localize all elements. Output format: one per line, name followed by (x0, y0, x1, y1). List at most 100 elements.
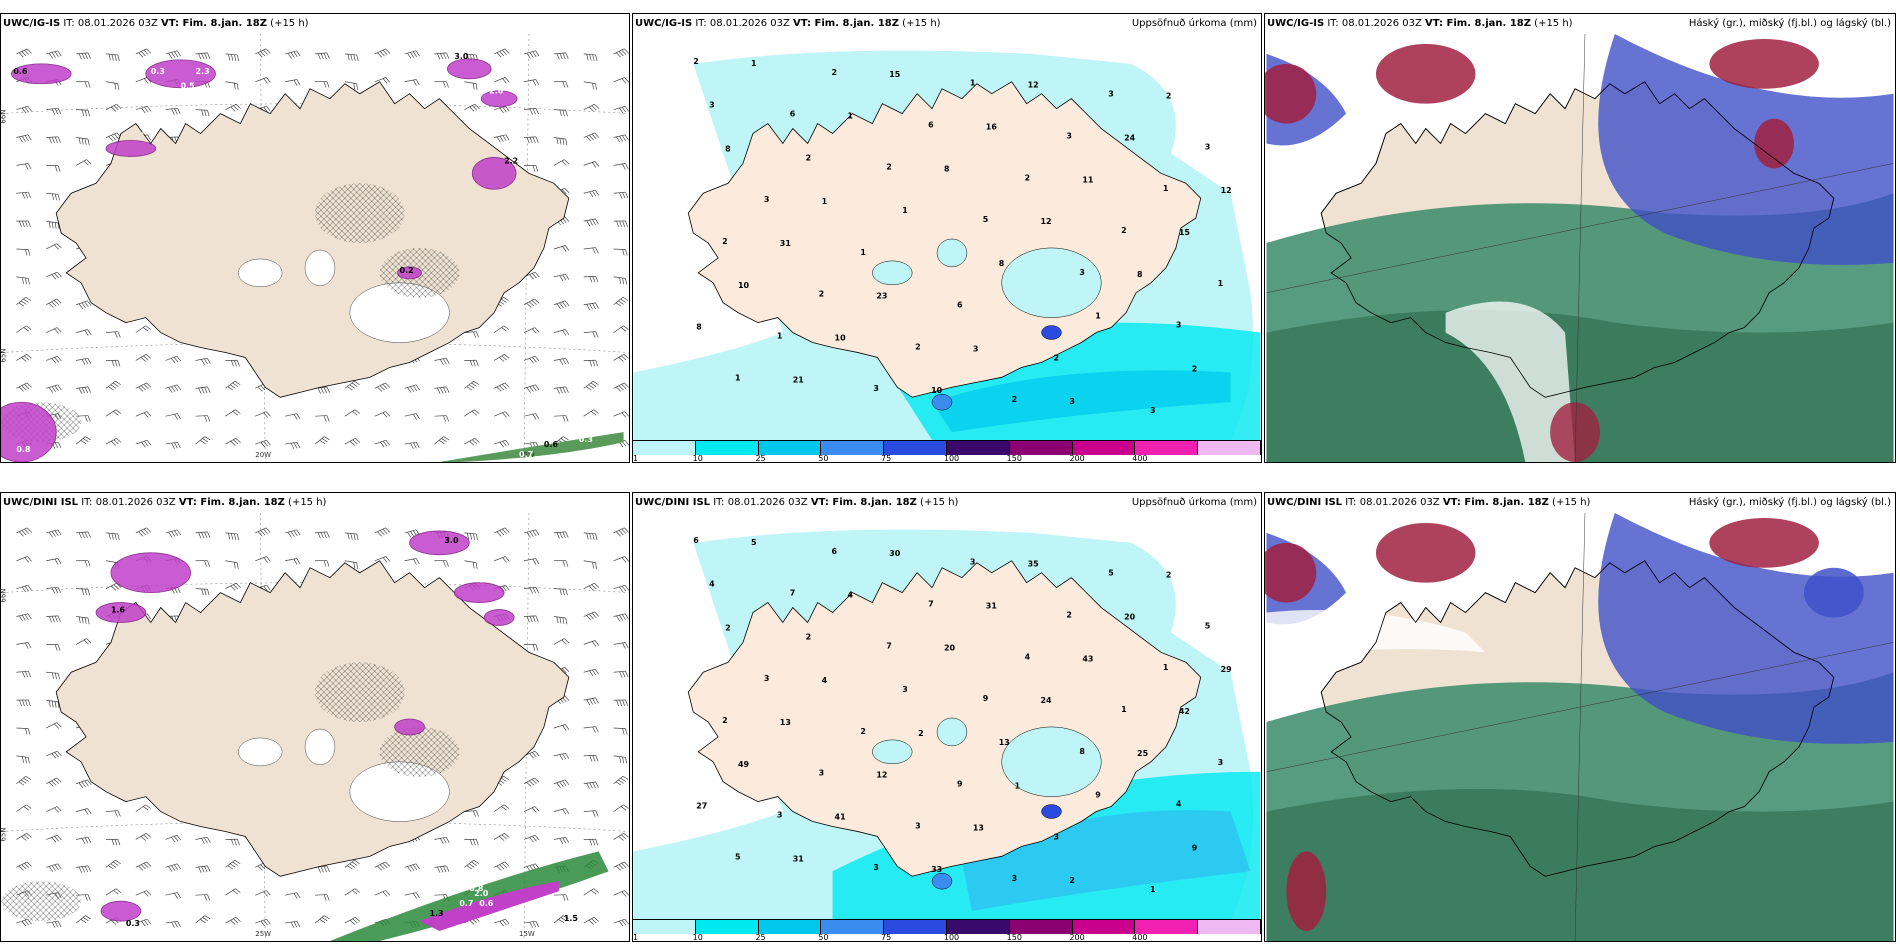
panel-wind-dini: UWC/DINI ISL IT: 08.01.2026 03Z VT: Fim.… (0, 492, 630, 942)
wind-barb (374, 527, 391, 537)
wind-barb (524, 644, 539, 651)
legend-swatch (695, 441, 759, 455)
precip-value-label: 3 (973, 344, 979, 353)
precip-value-label: 2 (1192, 364, 1198, 373)
wind-barb (613, 411, 629, 418)
wind-barb (255, 48, 271, 58)
precip-value-label: 5 (735, 852, 741, 861)
precip-value-label: 7 (928, 600, 934, 609)
wind-barb (434, 836, 450, 844)
wind-barb (46, 529, 62, 538)
wind-barb (613, 325, 629, 333)
precip-value-label: 31 (793, 854, 804, 863)
wind-barb (76, 300, 92, 309)
legend-tick: 100 (943, 454, 960, 463)
legend-tick: 10 (692, 933, 703, 942)
wind-barb (46, 384, 62, 393)
wind-barb (16, 134, 32, 143)
wind-barb (583, 726, 599, 733)
wind-barb (613, 775, 629, 786)
precip-value-label: 3 (709, 101, 715, 110)
wind-barb (195, 357, 211, 365)
wind-barb (46, 243, 62, 250)
wind-barb (105, 888, 122, 896)
wind-barb (46, 271, 62, 280)
wind-barb (613, 755, 628, 764)
legend-swatch (758, 441, 822, 455)
precip-value-label: 13 (780, 718, 791, 727)
wind-barb (583, 359, 599, 367)
wind-map: 66N 65N 20W 15W 3.0 2.6 2.3 2.2 1.0 0.8 0.6 0.5 0.3 0… (1, 34, 629, 462)
wind-barb (553, 588, 568, 596)
wind-barb (613, 77, 629, 84)
wind-barb (523, 806, 540, 813)
wind-barb (344, 53, 359, 62)
precip-value-label: 10 (738, 281, 750, 290)
wind-barb (613, 382, 629, 392)
wind-barb (46, 50, 62, 59)
wind-barb (494, 556, 510, 563)
wind-barb (613, 804, 629, 812)
precip-value-label: 7 (790, 589, 796, 598)
precip-value-label: 1 (860, 248, 866, 257)
wind-barb (344, 888, 361, 896)
wind-barb (165, 441, 181, 449)
wind-barb (613, 642, 629, 649)
wind-barb (553, 560, 569, 567)
wind-barb (613, 556, 629, 563)
wind-barb (165, 413, 181, 420)
wind-barb (225, 560, 239, 569)
precip-value-label: 3 (1205, 142, 1211, 151)
wind-barb (135, 918, 152, 927)
precip-value-label: 13 (999, 738, 1010, 747)
valid-time: VT: Fim. 8.jan. 18Z (793, 18, 899, 29)
wind-barb (225, 53, 240, 62)
precip-value-label: 49 (738, 760, 750, 769)
wind-barb (494, 439, 510, 448)
wind-barb (255, 918, 271, 927)
legend-swatch (633, 441, 696, 455)
precip-value-label: 3 (777, 811, 783, 820)
precip-value-label: 9 (983, 694, 989, 703)
wind-barb (434, 357, 450, 365)
precip-value-label: 2 (819, 290, 825, 299)
precip-value-label: 2.4 (191, 576, 206, 585)
wind-barb (493, 354, 510, 362)
wind-barb (46, 920, 62, 928)
wind-barb (225, 582, 241, 591)
wind-barb (165, 50, 181, 59)
precip-legend: 1 10 25 50 75 100 150 200 400 (633, 919, 1261, 941)
precip-value-label: 3 (1069, 397, 1075, 406)
precip-value-label: 2.2 (504, 156, 518, 165)
wind-barb (16, 804, 32, 812)
wind-barb (195, 915, 211, 924)
panel-header: UWC/IG-IS IT: 08.01.2026 03Z VT: Fim. 8.… (633, 14, 1261, 34)
wind-barb (344, 437, 361, 446)
model-name: UWC/IG-IS (635, 18, 693, 29)
precip-value-label: 2.8 (479, 576, 494, 585)
wind-barb (285, 79, 301, 86)
legend-tick: 50 (818, 454, 829, 463)
wind-barb (314, 81, 330, 88)
wind-barb (285, 892, 301, 899)
wind-barb (314, 436, 330, 445)
wind-barb (75, 915, 91, 924)
wind-barb (583, 640, 600, 647)
legend-tick: 400 (1132, 933, 1148, 942)
precip-value-label: 5 (983, 215, 989, 224)
iceland-land (687, 560, 1202, 877)
wind-barb (553, 329, 570, 336)
wind-barb (285, 529, 301, 538)
wind-barb (613, 248, 628, 256)
wind-barb (105, 437, 122, 446)
field-title: Uppsöfnuð úrkoma (mm) (1131, 18, 1257, 29)
wind-barb (494, 382, 510, 392)
precip-value-label: 2 (1121, 226, 1127, 235)
wind-barb (523, 586, 539, 594)
precip-value-label: 1 (1015, 782, 1021, 791)
wind-barb (135, 325, 151, 333)
wind-barb (16, 354, 32, 362)
wind-barb (135, 527, 152, 537)
precip-value-label: 42 (1179, 707, 1190, 716)
wind-barb (344, 409, 361, 417)
